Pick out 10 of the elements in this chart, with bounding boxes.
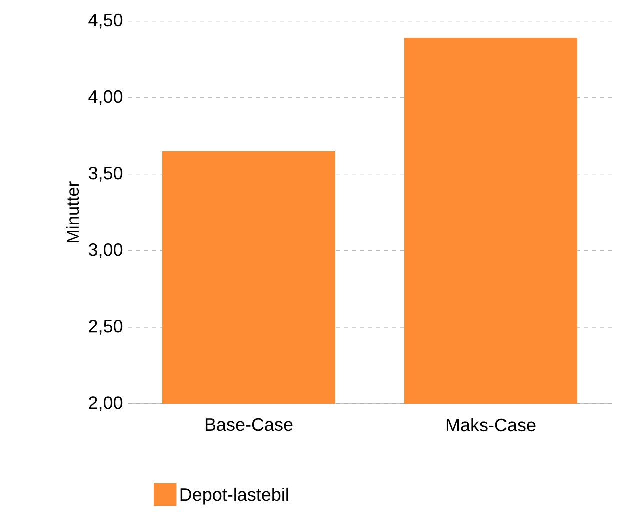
legend-label: Depot-lastebil bbox=[180, 488, 288, 505]
y-tick-label: 4,00 bbox=[88, 90, 123, 106]
y-tick-label: 4,50 bbox=[88, 14, 123, 29]
x-tick-label: Base-Case bbox=[206, 418, 293, 432]
y-tick-label: 3,50 bbox=[88, 166, 123, 182]
y-tick-label: 2,00 bbox=[89, 396, 123, 412]
y-tick-label: 3,00 bbox=[88, 244, 123, 258]
y-tick-label: 2,50 bbox=[89, 320, 123, 335]
y-axis-title: Minutter bbox=[66, 182, 80, 243]
x-tick-label: Maks-Case bbox=[446, 418, 536, 432]
